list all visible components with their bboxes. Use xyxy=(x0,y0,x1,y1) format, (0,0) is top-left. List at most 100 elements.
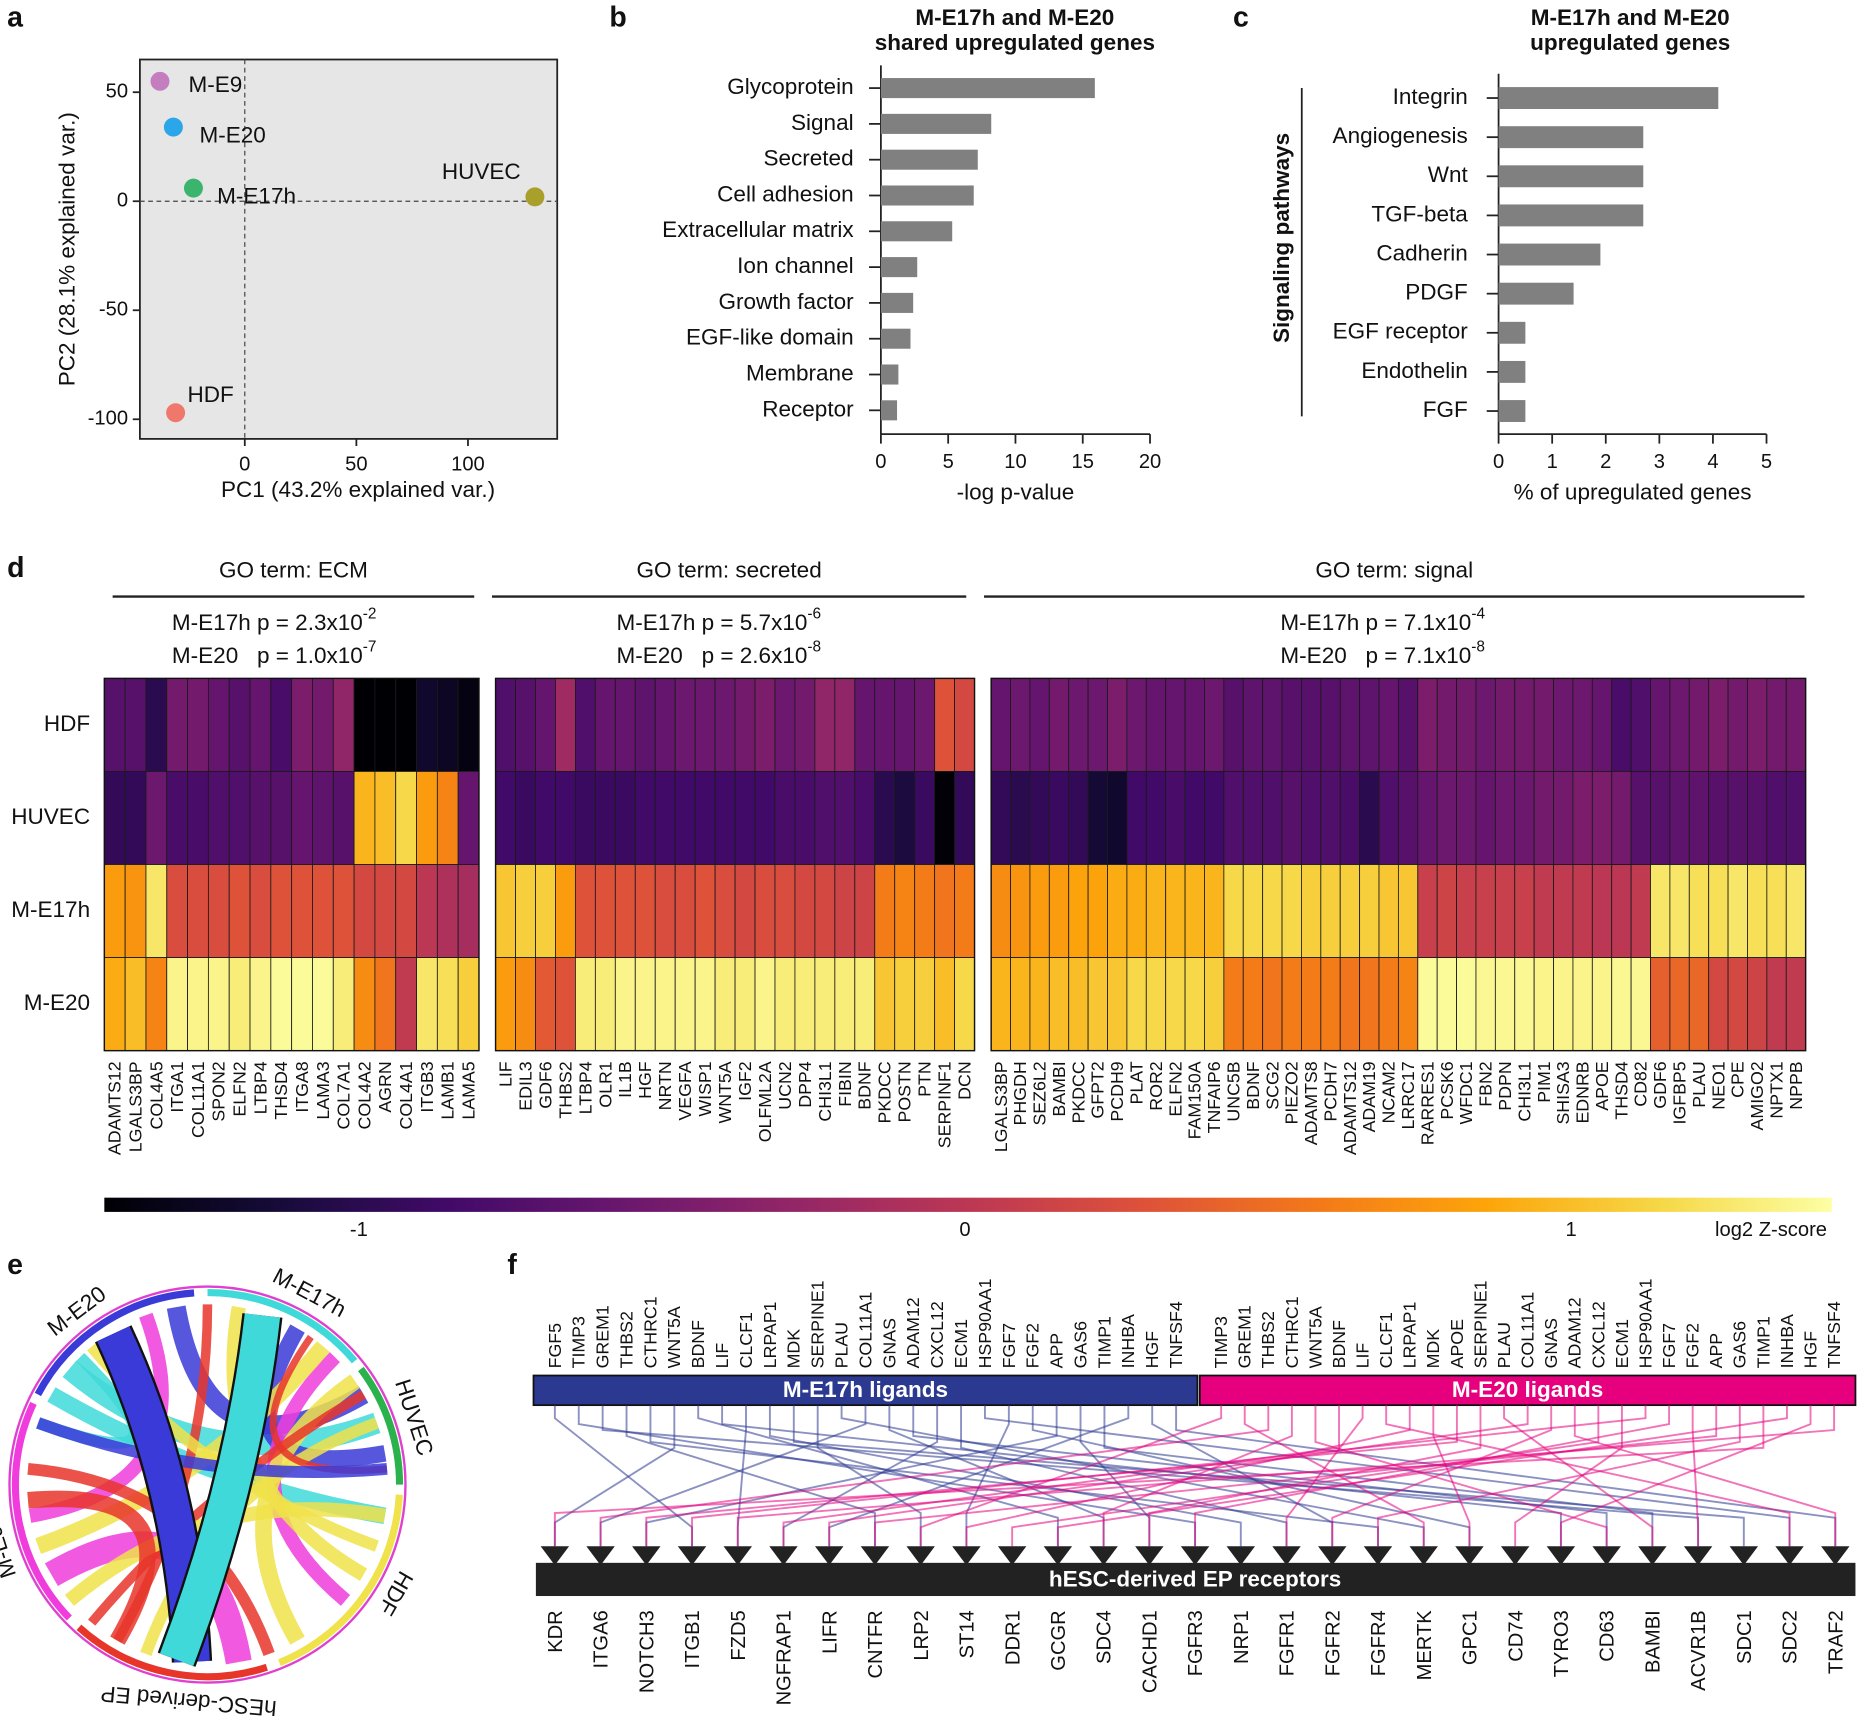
x-tick-label: 1 xyxy=(1547,451,1558,473)
heatmap-cell xyxy=(436,864,459,959)
column-label: THBS2 xyxy=(555,1061,575,1118)
heatmap-cell xyxy=(774,771,796,865)
heatmap-cell xyxy=(914,864,936,959)
heatmap-cell xyxy=(914,957,936,1052)
heatmap-cell xyxy=(1301,864,1322,959)
heatmap-cell xyxy=(228,771,251,865)
receptor-label: SDC1 xyxy=(1734,1610,1756,1664)
receptor-label: BAMBI xyxy=(1642,1610,1664,1673)
heatmap-cell xyxy=(990,957,1011,1052)
heatmap-cell xyxy=(1029,771,1050,865)
heatmap-cell xyxy=(734,957,756,1052)
point-label: M-E20 xyxy=(199,123,265,148)
heatmap-cell xyxy=(1553,864,1574,959)
heatmap-cell xyxy=(694,677,716,772)
heatmap-cell xyxy=(166,771,189,865)
ligand-label: ECM1 xyxy=(1612,1319,1632,1368)
heatmap-cell xyxy=(674,677,696,772)
ligand-label: TNFSF4 xyxy=(1824,1301,1844,1368)
heatmap-cell xyxy=(495,957,516,1052)
ligand-receptor-link xyxy=(1148,1405,1482,1547)
heatmap-cell xyxy=(353,957,376,1052)
receptor-arrow xyxy=(1500,1546,1530,1566)
heatmap-cell xyxy=(594,957,616,1052)
category-label: Growth factor xyxy=(718,289,854,314)
heatmap-cell xyxy=(332,957,355,1052)
heatmap-cell xyxy=(1436,771,1457,865)
heatmap-cell xyxy=(1417,771,1438,865)
heatmap-cell xyxy=(291,957,313,1052)
heatmap-cell xyxy=(1048,677,1070,772)
ligand-label: WNT5A xyxy=(664,1306,684,1368)
heatmap-cell xyxy=(614,864,636,959)
heatmap-cell xyxy=(1611,677,1632,772)
heatmap-cell xyxy=(1436,864,1457,959)
heatmap-cell xyxy=(1494,677,1516,772)
column-label: IGFBP5 xyxy=(1670,1061,1690,1124)
heatmap-cell xyxy=(594,771,616,865)
heatmap-cell xyxy=(207,677,230,772)
column-label: ELFN2 xyxy=(1165,1061,1185,1116)
column-label: SPON2 xyxy=(209,1061,229,1121)
row-label: M-E17h xyxy=(11,897,90,922)
column-label: CD82 xyxy=(1631,1061,1651,1106)
heatmap-cell xyxy=(1669,677,1690,772)
heatmap-cell xyxy=(1204,677,1225,772)
ligand-receptor-link xyxy=(553,1405,1765,1547)
column-label: PCSK6 xyxy=(1437,1061,1457,1119)
column-label: COL4A2 xyxy=(354,1061,374,1129)
receptor-arrow xyxy=(1729,1546,1759,1566)
receptor-label: SDC4 xyxy=(1094,1610,1116,1664)
point xyxy=(525,187,545,207)
heatmap-cell xyxy=(990,864,1011,959)
heatmap-cell xyxy=(1397,864,1419,959)
heatmap-cell xyxy=(207,864,230,959)
column-label: COL7A1 xyxy=(334,1061,354,1129)
receptor-arrow xyxy=(1272,1546,1301,1566)
receptor-label: TYRO3 xyxy=(1551,1610,1573,1677)
bar xyxy=(880,185,974,206)
heatmap-cell xyxy=(555,771,576,865)
heatmap-cell xyxy=(574,864,596,959)
heatmap-cell xyxy=(1514,957,1535,1052)
heatmap-cell xyxy=(374,677,397,772)
heatmap-cell xyxy=(1301,677,1322,772)
bar xyxy=(1498,165,1644,188)
chord-ribbon xyxy=(27,1490,156,1645)
chart-title: M-E17h and M-E20 xyxy=(1531,5,1730,30)
heatmap-cell xyxy=(555,677,576,772)
heatmap-cell xyxy=(1010,957,1031,1052)
heatmap-cell xyxy=(1475,677,1496,772)
heatmap-cell xyxy=(1281,864,1302,959)
heatmap-cell xyxy=(187,677,209,772)
heatmap-cell xyxy=(145,677,168,772)
heatmap-cell xyxy=(436,771,459,865)
chord-segment xyxy=(278,1494,403,1666)
heatmap-cell xyxy=(954,864,975,959)
heatmap-cell xyxy=(1553,677,1574,772)
heatmap-cell xyxy=(990,677,1011,772)
column-label: SHISA3 xyxy=(1553,1061,1573,1124)
ligand-receptor-link xyxy=(1573,1405,1837,1547)
chord-segment xyxy=(34,1289,195,1397)
heatmap-cell xyxy=(515,771,536,865)
annotation: M-E17h p = 7.1x10-4 xyxy=(1280,605,1485,634)
column-label: GFPT2 xyxy=(1088,1061,1108,1118)
column-label: OLR1 xyxy=(595,1061,615,1108)
column-label: VEGFA xyxy=(675,1061,695,1120)
heatmap-cell xyxy=(312,864,334,959)
heatmap-cell xyxy=(1436,677,1457,772)
row-label: M-E20 xyxy=(24,990,90,1015)
heatmap-cell xyxy=(1262,771,1283,865)
heatmap-cell xyxy=(395,864,417,959)
heatmap-cell xyxy=(457,771,480,865)
ligand-label: CTHRC1 xyxy=(1282,1296,1302,1368)
receptor-label: KDR xyxy=(545,1610,567,1653)
column-label: THSD4 xyxy=(271,1061,291,1119)
y-axis-label: PC2 (28.1% explained var.) xyxy=(55,112,80,386)
heatmap-cell xyxy=(1010,677,1031,772)
x-tick-label: 10 xyxy=(1004,451,1026,473)
annotation-exponent: -8 xyxy=(807,639,821,656)
heatmap-cell xyxy=(1747,771,1768,865)
heatmap-cell xyxy=(1747,677,1768,772)
